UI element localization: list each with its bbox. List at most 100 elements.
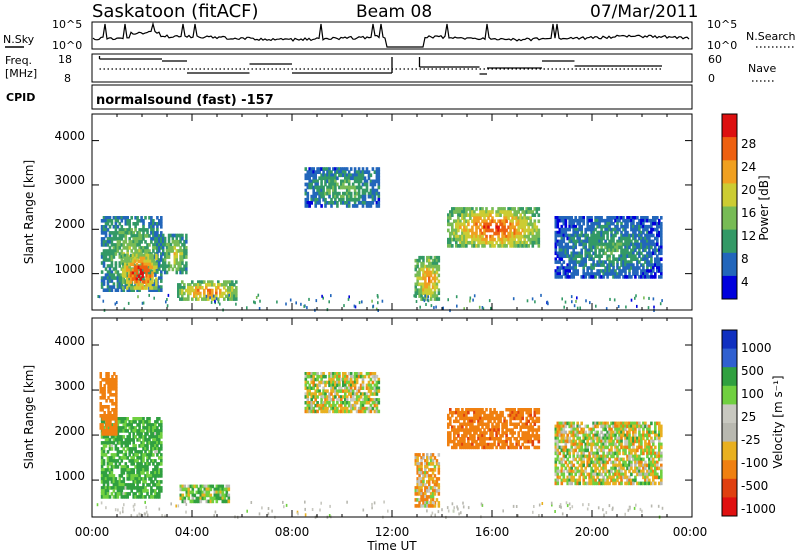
power-cell <box>570 239 573 244</box>
power-cell <box>628 254 631 258</box>
power-cell <box>437 255 441 260</box>
power-cell <box>197 297 200 301</box>
power-cell <box>616 248 619 253</box>
power-cell <box>491 216 494 220</box>
velocity-cell <box>115 390 118 394</box>
power-cell <box>519 231 522 236</box>
power-cell <box>449 231 452 236</box>
velocity-cell <box>554 472 558 477</box>
velocity-cell <box>118 429 122 433</box>
velocity-cell <box>132 483 135 487</box>
velocity-cell <box>361 380 365 385</box>
power-cell <box>135 268 139 273</box>
power-cell <box>560 230 564 235</box>
power-cell <box>497 219 500 224</box>
power-cell <box>455 237 458 242</box>
power-cell <box>158 249 161 253</box>
power-cell <box>120 261 124 265</box>
velocity-cell <box>491 434 494 438</box>
power-cell <box>624 257 627 261</box>
velocity-cell <box>344 395 347 399</box>
power-cell <box>556 242 560 247</box>
velocity-cell <box>422 477 425 481</box>
power-cell <box>332 191 335 196</box>
power-cell <box>377 176 381 181</box>
power-cell <box>361 201 365 205</box>
power-cell <box>592 260 595 264</box>
velocity-cell <box>479 408 482 412</box>
power-cell <box>433 270 437 275</box>
velocity-cell <box>531 431 535 435</box>
velocity-cell <box>138 438 141 442</box>
velocity-cell <box>483 434 486 438</box>
velocity-cell <box>115 396 118 400</box>
velocity-cell <box>128 453 131 457</box>
velocity-cell <box>437 477 441 481</box>
power-cell <box>312 197 315 202</box>
power-cell <box>422 258 425 263</box>
power-cell <box>576 254 579 258</box>
velocity-cell <box>554 460 558 465</box>
power-cell <box>642 272 645 276</box>
power-cell <box>461 234 464 239</box>
power-cell <box>618 272 621 276</box>
power-cell <box>505 216 508 220</box>
velocity-cell <box>114 453 118 457</box>
power-cell <box>415 300 418 303</box>
power-cell <box>475 244 478 248</box>
power-cell <box>509 237 512 242</box>
power-cell <box>233 288 236 293</box>
velocity-cell <box>136 489 139 493</box>
power-cell <box>122 231 126 235</box>
power-cell <box>215 288 218 293</box>
power-cell <box>418 267 421 272</box>
power-cell <box>590 266 593 270</box>
velocity-cell <box>357 398 361 402</box>
power-cell <box>622 216 625 220</box>
power-cell <box>570 224 573 229</box>
velocity-cell <box>140 444 143 448</box>
power-cell <box>422 273 425 278</box>
power-cell <box>529 207 532 211</box>
velocity-cell <box>521 442 524 447</box>
velocity-cell <box>338 372 341 376</box>
velocity-cell <box>118 441 122 445</box>
velocity-cell <box>523 422 526 426</box>
power-cell <box>122 262 125 267</box>
power-cbar-tick-12: 12 <box>741 229 756 243</box>
power-cell <box>596 242 599 247</box>
power-cell <box>537 234 541 239</box>
velocity-cell <box>574 469 577 474</box>
power-cell <box>616 242 619 247</box>
power-cell <box>519 213 522 217</box>
velocity-cell <box>576 427 579 432</box>
power-cell <box>626 216 629 220</box>
power-cell <box>140 228 143 232</box>
velocity-cell <box>572 430 575 435</box>
power-ytick-3000: 3000 <box>54 173 85 187</box>
velocity-cell <box>316 374 319 379</box>
velocity-cell <box>556 424 560 429</box>
power-cell <box>428 261 431 266</box>
noise-right-tick-top: 10^5 <box>707 18 737 31</box>
velocity-cell <box>572 448 575 453</box>
power-cell <box>656 248 659 253</box>
velocity-cell <box>527 431 530 435</box>
power-cell <box>357 170 361 174</box>
power-cell <box>610 218 613 223</box>
power-cell <box>650 266 653 270</box>
velocity-cell <box>554 466 558 471</box>
velocity-cell <box>160 432 163 436</box>
velocity-cell <box>535 437 539 441</box>
power-cell <box>209 294 212 298</box>
power-cell <box>131 286 135 290</box>
power-cell <box>142 234 145 238</box>
power-cell <box>634 216 637 220</box>
power-cell <box>177 283 180 287</box>
power-cell <box>604 239 607 244</box>
power-cell <box>556 233 560 238</box>
velocity-cell <box>420 489 423 493</box>
power-cell <box>558 239 562 244</box>
power-cell <box>175 252 178 256</box>
velocity-cell <box>109 399 112 403</box>
